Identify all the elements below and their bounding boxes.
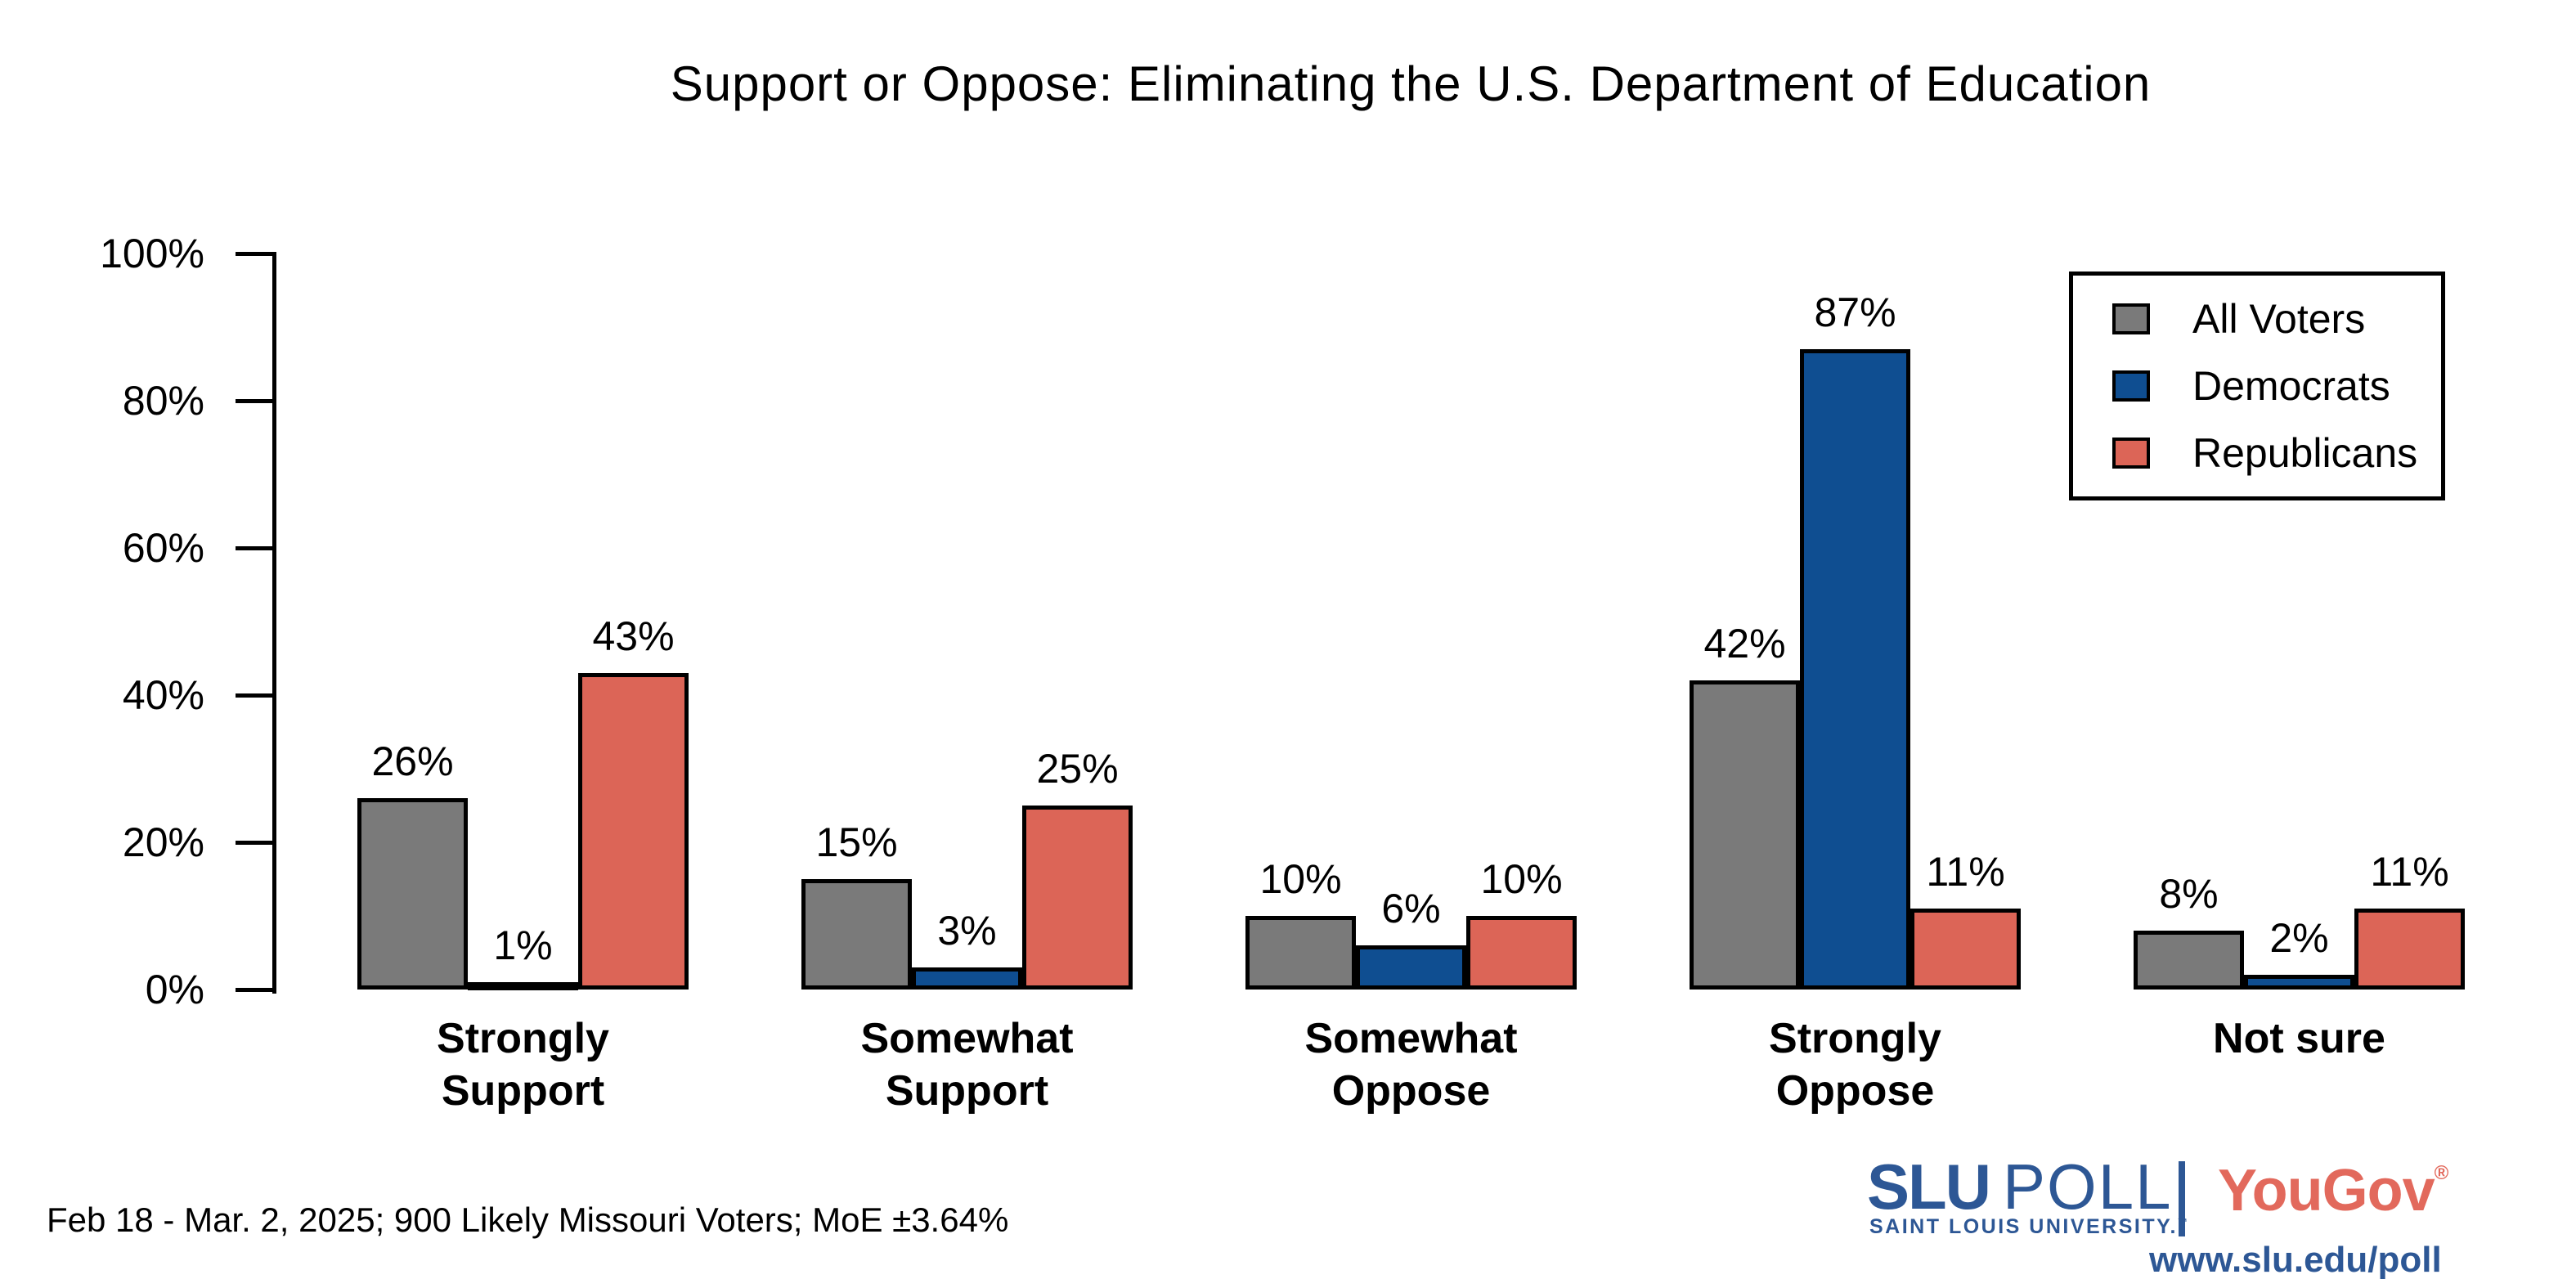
bar-democrats-somewhat-support: [912, 967, 1022, 990]
bar-value-label: 2%: [2269, 915, 2329, 961]
bar-value-label: 42%: [1703, 621, 1786, 666]
bar-republicans-somewhat-support: [1022, 806, 1133, 990]
y-axis-tick-label: 100%: [100, 231, 204, 276]
x-axis-category-label: Strongly Support: [437, 1015, 609, 1115]
y-axis-tick: [236, 399, 272, 403]
chart-title: Support or Oppose: Eliminating the U.S. …: [670, 56, 2152, 111]
bar-democrats-somewhat-oppose: [1356, 945, 1466, 990]
bar-all-voters-strongly-support: [357, 798, 468, 990]
y-axis-tick-label: 0%: [145, 967, 204, 1012]
y-axis-tick: [236, 693, 272, 698]
bar-republicans-somewhat-oppose: [1466, 916, 1577, 990]
bar-all-voters-somewhat-support: [801, 879, 912, 990]
legend-label: Democrats: [2192, 363, 2390, 409]
bar-democrats-strongly-support: [468, 982, 578, 990]
slu-poll-logo: SLU POLL: [1867, 1155, 2172, 1218]
legend-label: All Voters: [2192, 296, 2366, 342]
x-axis-category-label: Somewhat Support: [860, 1015, 1074, 1115]
legend-swatch-democrats: [2112, 370, 2150, 402]
bar-all-voters-not-sure: [2134, 931, 2244, 990]
legend-row-all-voters: All Voters: [2112, 295, 2441, 343]
bar-democrats-strongly-oppose: [1800, 349, 1910, 990]
bar-republicans-strongly-support: [578, 673, 689, 990]
y-axis-tick: [236, 841, 272, 845]
x-axis-category-label: Strongly Oppose: [1769, 1015, 1941, 1115]
bar-value-label: 43%: [592, 613, 675, 659]
legend: All Voters Democrats Republicans: [2069, 272, 2445, 500]
y-axis-tick-label: 80%: [122, 378, 204, 424]
bar-value-label: 26%: [371, 738, 454, 784]
bar-value-label: 11%: [1926, 849, 2005, 895]
bar-value-label: 1%: [493, 922, 553, 968]
bar-value-label: 10%: [1259, 856, 1342, 902]
y-axis-tick-label: 60%: [122, 525, 204, 571]
registered-symbol: ®: [2434, 1162, 2449, 1184]
bar-value-label: 11%: [2370, 849, 2449, 895]
bar-all-voters-strongly-oppose: [1690, 680, 1800, 990]
bar-republicans-strongly-oppose: [1910, 909, 2021, 990]
y-axis-tick-label: 40%: [122, 672, 204, 718]
bar-value-label: 3%: [937, 908, 997, 954]
bar-democrats-not-sure: [2244, 975, 2354, 990]
bar-value-label: 15%: [815, 819, 898, 865]
survey-footnote: Feb 18 - Mar. 2, 2025; 900 Likely Missou…: [47, 1200, 1009, 1239]
y-axis-tick: [236, 988, 272, 992]
slu-university-subtitle: SAINT LOUIS UNIVERSITY.™: [1869, 1215, 2189, 1239]
bar-value-label: 6%: [1381, 886, 1441, 931]
y-axis-line: [272, 252, 276, 994]
logo-divider: [2179, 1161, 2185, 1236]
legend-swatch-all-voters: [2112, 303, 2150, 334]
y-axis-tick-label: 20%: [122, 819, 204, 865]
bar-all-voters-somewhat-oppose: [1245, 916, 1356, 990]
yougov-logo: YouGov®: [2218, 1158, 2449, 1223]
legend-label: Republicans: [2192, 430, 2418, 476]
bar-value-label: 10%: [1480, 856, 1563, 902]
slu-logo-text: SLU: [1867, 1151, 1991, 1223]
legend-swatch-republicans: [2112, 438, 2150, 469]
x-axis-category-label: Somewhat Oppose: [1304, 1015, 1518, 1115]
slu-poll-url: www.slu.edu/poll: [2149, 1240, 2442, 1280]
bar-republicans-not-sure: [2354, 909, 2465, 990]
poll-logo-text: POLL: [2003, 1151, 2173, 1223]
bar-value-label: 8%: [2159, 871, 2219, 917]
bar-value-label: 25%: [1036, 746, 1119, 792]
legend-row-democrats: Democrats: [2112, 362, 2441, 410]
y-axis-tick: [236, 252, 272, 256]
legend-row-republicans: Republicans: [2112, 429, 2441, 477]
x-axis-category-label: Not sure: [2213, 1015, 2385, 1062]
y-axis-tick: [236, 546, 272, 550]
bar-value-label: 87%: [1814, 289, 1896, 335]
